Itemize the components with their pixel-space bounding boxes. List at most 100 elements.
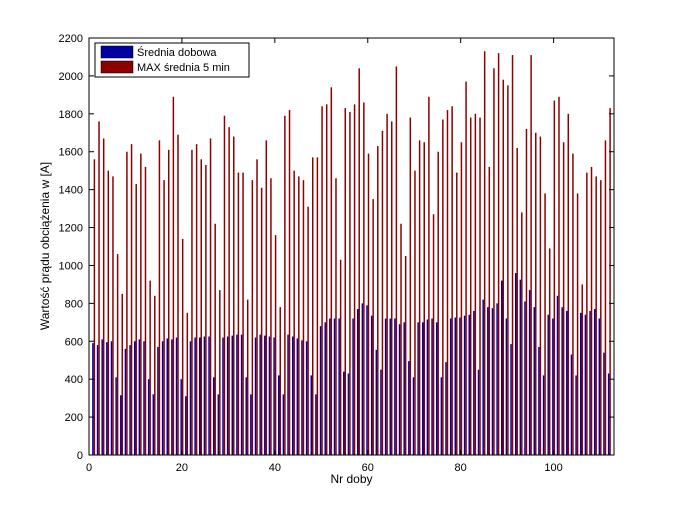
bar-max-srednia xyxy=(135,183,137,455)
bar-srednia-dobowa xyxy=(199,337,201,455)
bar-max-srednia xyxy=(488,166,491,455)
bar-srednia-dobowa xyxy=(310,375,313,455)
bar-max-srednia xyxy=(377,146,379,456)
bar-max-srednia xyxy=(442,119,444,455)
bar-srednia-dobowa xyxy=(389,318,391,455)
bar-max-srednia xyxy=(116,254,119,455)
bar-max-srednia xyxy=(307,206,309,455)
bar-max-srednia xyxy=(390,121,393,456)
bar-max-srednia xyxy=(446,110,449,455)
y-tick-label: 800 xyxy=(65,298,83,310)
bar-max-srednia xyxy=(469,117,472,456)
bar-srednia-dobowa xyxy=(217,394,220,455)
bar-srednia-dobowa xyxy=(533,307,536,455)
bar-max-srednia xyxy=(386,113,388,455)
bar-srednia-dobowa xyxy=(240,334,243,455)
bar-max-srednia xyxy=(595,176,597,455)
bar-srednia-dobowa xyxy=(501,280,503,455)
bar-srednia-dobowa xyxy=(343,371,345,455)
plot-frame xyxy=(88,37,615,456)
bar-max-srednia xyxy=(302,180,305,455)
bar-max-srednia xyxy=(479,117,481,456)
bar-srednia-dobowa xyxy=(459,317,461,455)
bar-srednia-dobowa xyxy=(579,312,582,455)
bar-srednia-dobowa xyxy=(477,369,480,455)
bar-srednia-dobowa xyxy=(496,303,498,455)
bar-max-srednia xyxy=(186,312,189,455)
x-tick-label: 0 xyxy=(86,462,92,474)
bar-srednia-dobowa xyxy=(264,335,266,455)
bar-srednia-dobowa xyxy=(305,341,308,455)
bar-srednia-dobowa xyxy=(124,348,127,455)
bar-max-srednia xyxy=(233,136,235,455)
bar-max-srednia xyxy=(562,142,565,455)
bar-srednia-dobowa xyxy=(161,341,164,455)
bar-srednia-dobowa xyxy=(408,361,410,455)
bar-srednia-dobowa xyxy=(403,322,405,455)
bar-max-srednia xyxy=(586,172,588,455)
y-tick-label: 600 xyxy=(65,336,83,348)
bar-srednia-dobowa xyxy=(519,279,522,455)
bar-max-srednia xyxy=(535,132,537,455)
bar-max-srednia xyxy=(544,193,546,455)
bar-max-srednia xyxy=(256,159,258,455)
bar-max-srednia xyxy=(251,180,254,455)
bar-srednia-dobowa xyxy=(514,273,517,455)
bar-max-srednia xyxy=(349,111,351,456)
bar-srednia-dobowa xyxy=(96,345,99,455)
bar-max-srednia xyxy=(548,248,551,455)
bar-max-srednia xyxy=(126,151,128,456)
bar-srednia-dobowa xyxy=(287,334,289,455)
bar-srednia-dobowa xyxy=(268,336,271,455)
bar-srednia-dobowa xyxy=(593,309,596,455)
bar-max-srednia xyxy=(181,238,184,455)
bar-max-srednia xyxy=(270,178,272,455)
bar-max-srednia xyxy=(144,166,147,455)
bar-srednia-dobowa xyxy=(189,341,192,455)
bar-srednia-dobowa xyxy=(106,342,108,455)
bar-max-srednia xyxy=(465,81,467,455)
bar-srednia-dobowa xyxy=(528,290,531,455)
y-tick-label: 1800 xyxy=(59,109,83,121)
bar-max-srednia xyxy=(414,170,416,455)
bar-max-srednia xyxy=(288,110,291,455)
y-tick-label: 1000 xyxy=(59,260,83,272)
bar-max-srednia xyxy=(502,79,504,455)
bar-srednia-dobowa xyxy=(510,344,512,455)
x-tick-label: 60 xyxy=(362,462,374,474)
bar-max-srednia xyxy=(418,140,421,455)
bar-max-srednia xyxy=(460,142,463,455)
bar-srednia-dobowa xyxy=(552,318,554,455)
bar-max-srednia xyxy=(112,176,114,455)
bar-srednia-dobowa xyxy=(449,318,452,455)
bar-srednia-dobowa xyxy=(566,310,568,455)
bar-srednia-dobowa xyxy=(584,314,587,455)
bar-max-srednia xyxy=(423,142,425,455)
bar-max-srednia xyxy=(567,113,570,455)
bar-max-srednia xyxy=(93,159,96,455)
y-tick-label: 1400 xyxy=(59,185,83,197)
bar-srednia-dobowa xyxy=(505,318,508,455)
bar-srednia-dobowa xyxy=(324,322,326,455)
bar-srednia-dobowa xyxy=(491,308,494,455)
bar-max-srednia xyxy=(553,100,556,456)
bar-srednia-dobowa xyxy=(468,314,470,455)
y-axis-label: Wartość prądu obciążenia w [A] xyxy=(38,162,52,330)
bar-max-srednia xyxy=(344,108,347,455)
bar-max-srednia xyxy=(177,134,179,456)
bar-max-srednia xyxy=(191,149,193,455)
bar-max-srednia xyxy=(572,153,574,455)
bar-max-srednia xyxy=(158,140,161,455)
bar-max-srednia xyxy=(154,295,156,455)
bar-max-srednia xyxy=(456,172,458,455)
bar-max-srednia xyxy=(330,87,333,455)
bar-srednia-dobowa xyxy=(487,307,489,455)
bar-max-srednia xyxy=(246,299,249,455)
bar-max-srednia xyxy=(558,96,560,455)
bar-max-srednia xyxy=(493,68,495,455)
bar-srednia-dobowa xyxy=(282,394,285,455)
bar-max-srednia xyxy=(209,138,212,455)
bar-max-srednia xyxy=(163,180,165,455)
